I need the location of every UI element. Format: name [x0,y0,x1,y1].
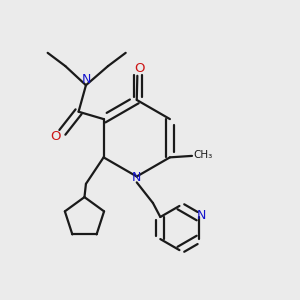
Text: N: N [197,209,206,222]
Text: CH₃: CH₃ [194,150,213,160]
Text: O: O [51,130,61,143]
Text: O: O [134,62,145,75]
Text: N: N [82,74,91,86]
Text: N: N [132,172,141,184]
